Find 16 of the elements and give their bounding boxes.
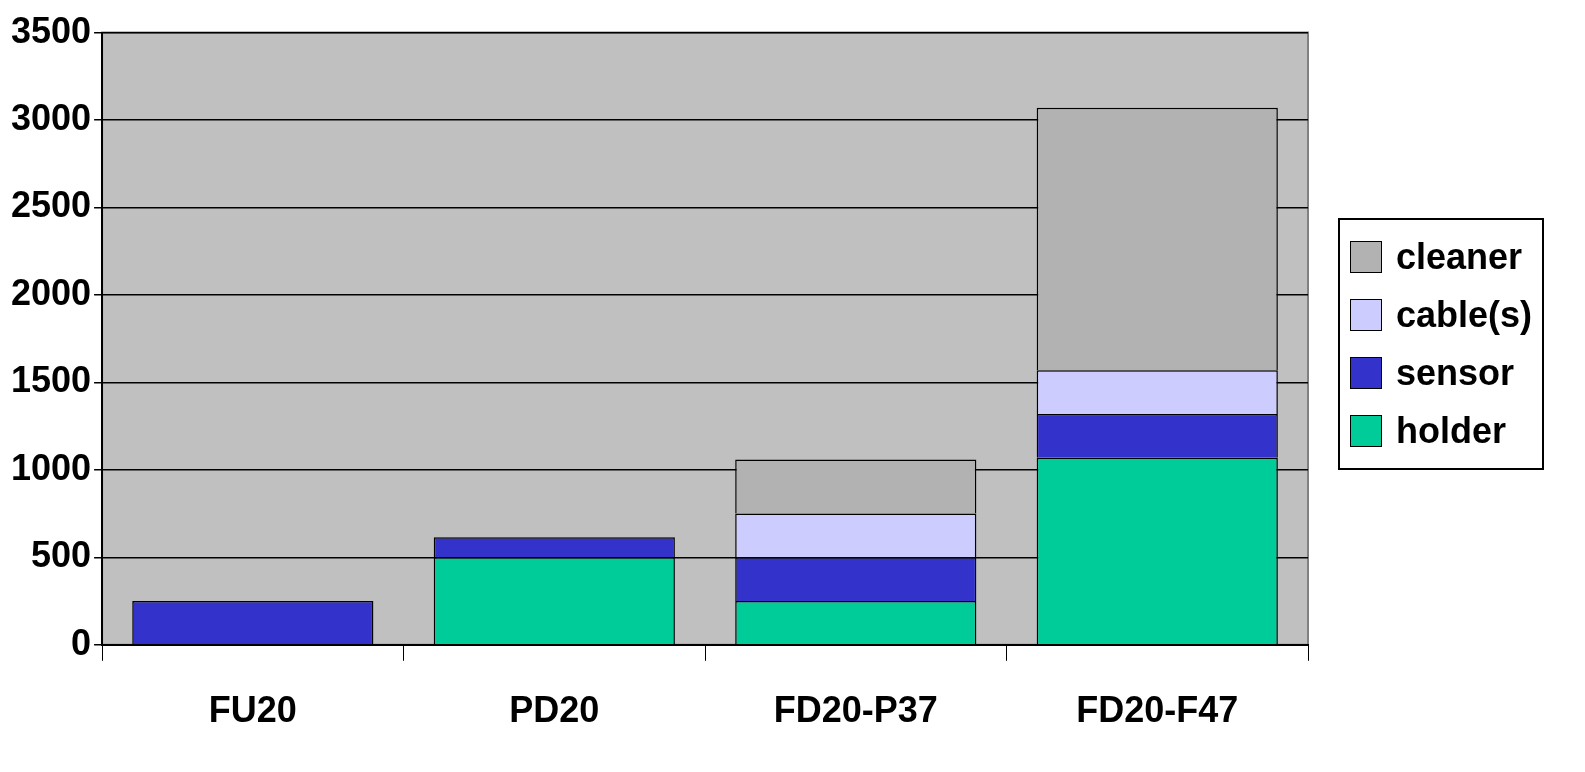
y-tick-label: 2000 [10,271,92,313]
x-tick-label: FU20 [208,689,297,731]
y-tick-label: 3500 [10,9,92,51]
text: cleaner [1396,236,1523,278]
y-tick-label: 2500 [10,184,92,226]
x-tick-label: FD20-F47 [1076,689,1239,731]
y-tick-label: 1000 [10,446,92,488]
y-tick-label: 500 [31,534,92,576]
legend-label: cable(s) [1396,294,1533,336]
x-tick-label: PD20 [509,689,600,731]
x-tick-label: FD20-P37 [773,689,938,731]
legend-label: sensor [1396,352,1515,394]
y-tick-label: 3000 [10,96,92,138]
y-tick-label: 1500 [10,359,92,401]
legend-label: holder [1396,410,1507,452]
y-tick-label: 0 [71,621,92,663]
